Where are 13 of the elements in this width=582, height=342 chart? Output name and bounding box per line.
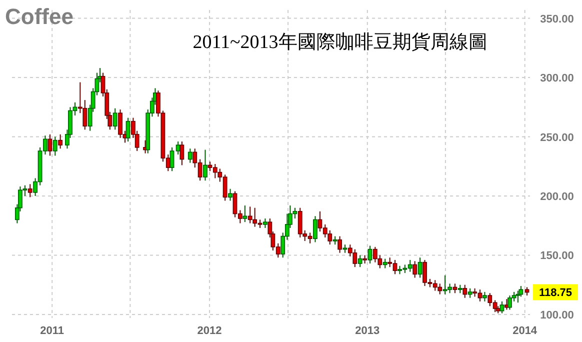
- text: 2011~2013年國際咖啡豆期貨周線圖: [192, 32, 488, 53]
- y-tick-label: 300.00: [540, 72, 574, 85]
- x-tick-label: 2014: [512, 325, 538, 337]
- x-tick-label: 2011: [40, 325, 64, 337]
- y-tick-label: 100.00: [540, 309, 574, 322]
- annotation: 118.75: [538, 287, 572, 300]
- y-tick-label: 200.00: [540, 190, 574, 203]
- chart-title: Coffee: [5, 4, 74, 29]
- y-tick-label: 250.00: [540, 132, 574, 144]
- y-tick-label: 350.00: [540, 13, 574, 26]
- y-tick-label: 150.00: [540, 250, 574, 262]
- x-tick-label: 2012: [197, 325, 222, 337]
- x-tick-label: 2013: [355, 325, 380, 337]
